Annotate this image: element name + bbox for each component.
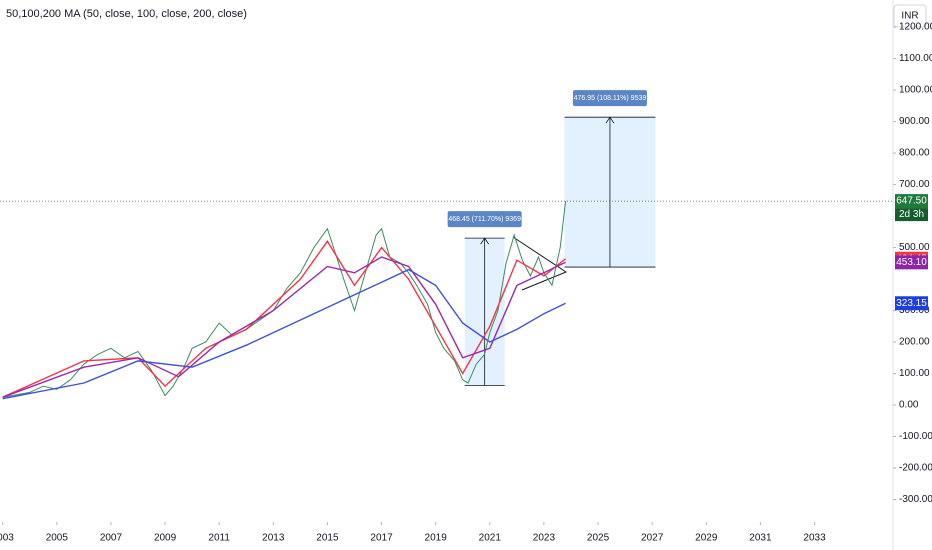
x-tick-label: 2011: [208, 533, 230, 544]
x-tick-label: 2033: [803, 533, 826, 544]
x-tick-label: 2013: [262, 533, 285, 544]
series-line: [2, 268, 566, 400]
price-badge: [895, 255, 928, 270]
currency-box[interactable]: [893, 4, 927, 28]
price-badge-text: 323.15: [896, 298, 927, 309]
triangle-pattern: [512, 236, 568, 291]
y-tick-label: -200.00: [899, 463, 932, 474]
y-tick-label: -300.00: [899, 494, 932, 505]
currency-button[interactable]: INR: [893, 4, 927, 28]
x-tick-label: 2017: [370, 533, 393, 544]
x-tick-label: 2007: [100, 533, 123, 544]
y-tick-label: 1000.00: [899, 85, 932, 96]
currency-text[interactable]: INR: [901, 11, 918, 22]
measure-label: 468.45 (711.70%) 9369: [448, 216, 521, 223]
y-tick-label: 200.00: [899, 337, 930, 348]
x-tick-label: 2005: [46, 533, 69, 544]
x-tick-label: 2021: [479, 533, 502, 544]
x-tick-label: 2003: [0, 533, 14, 544]
price-badge-text: 647.50: [896, 196, 927, 207]
y-tick-label: 500.00: [899, 242, 930, 253]
y-tick-label: 800.00: [899, 148, 930, 159]
y-tick-label: 900.00: [899, 116, 930, 127]
x-tick-label: 2019: [425, 533, 448, 544]
measure-label-box: [572, 90, 647, 107]
price-badge: [895, 194, 928, 209]
measure-arrow-head: [605, 116, 615, 124]
measure-label-box: [447, 211, 522, 228]
y-tick-label: 1100.00: [899, 53, 932, 64]
x-tick-label: 2023: [533, 533, 556, 544]
series-line: [2, 256, 566, 398]
countdown-text: 2d 3h: [899, 209, 924, 220]
price-badge-text: 453.10: [896, 257, 927, 268]
x-tick-label: 2025: [587, 533, 610, 544]
legend-text: 50,100,200 MA (50, close, 100, close, 20…: [6, 8, 247, 20]
y-tick-label: 300.00: [899, 305, 930, 316]
series-line: [2, 240, 567, 398]
measure-arrow-head: [480, 237, 489, 245]
x-tick-label: 2015: [316, 533, 339, 544]
x-tick-label: 2031: [749, 533, 772, 544]
x-tick-label: 2027: [641, 533, 664, 544]
y-tick-label: 0.00: [899, 400, 919, 411]
price-badge: [895, 296, 928, 311]
countdown-badge: [895, 208, 928, 222]
y-tick-label: 1200.00: [899, 22, 932, 33]
measure-label: 476.95 (108.11%) 9539: [574, 95, 647, 102]
x-tick-label: 2009: [154, 533, 177, 544]
x-tick-label: 2029: [695, 533, 718, 544]
y-tick-label: 100.00: [899, 368, 930, 379]
y-tick-label: 700.00: [899, 179, 930, 190]
y-tick-label: -100.00: [899, 431, 932, 442]
